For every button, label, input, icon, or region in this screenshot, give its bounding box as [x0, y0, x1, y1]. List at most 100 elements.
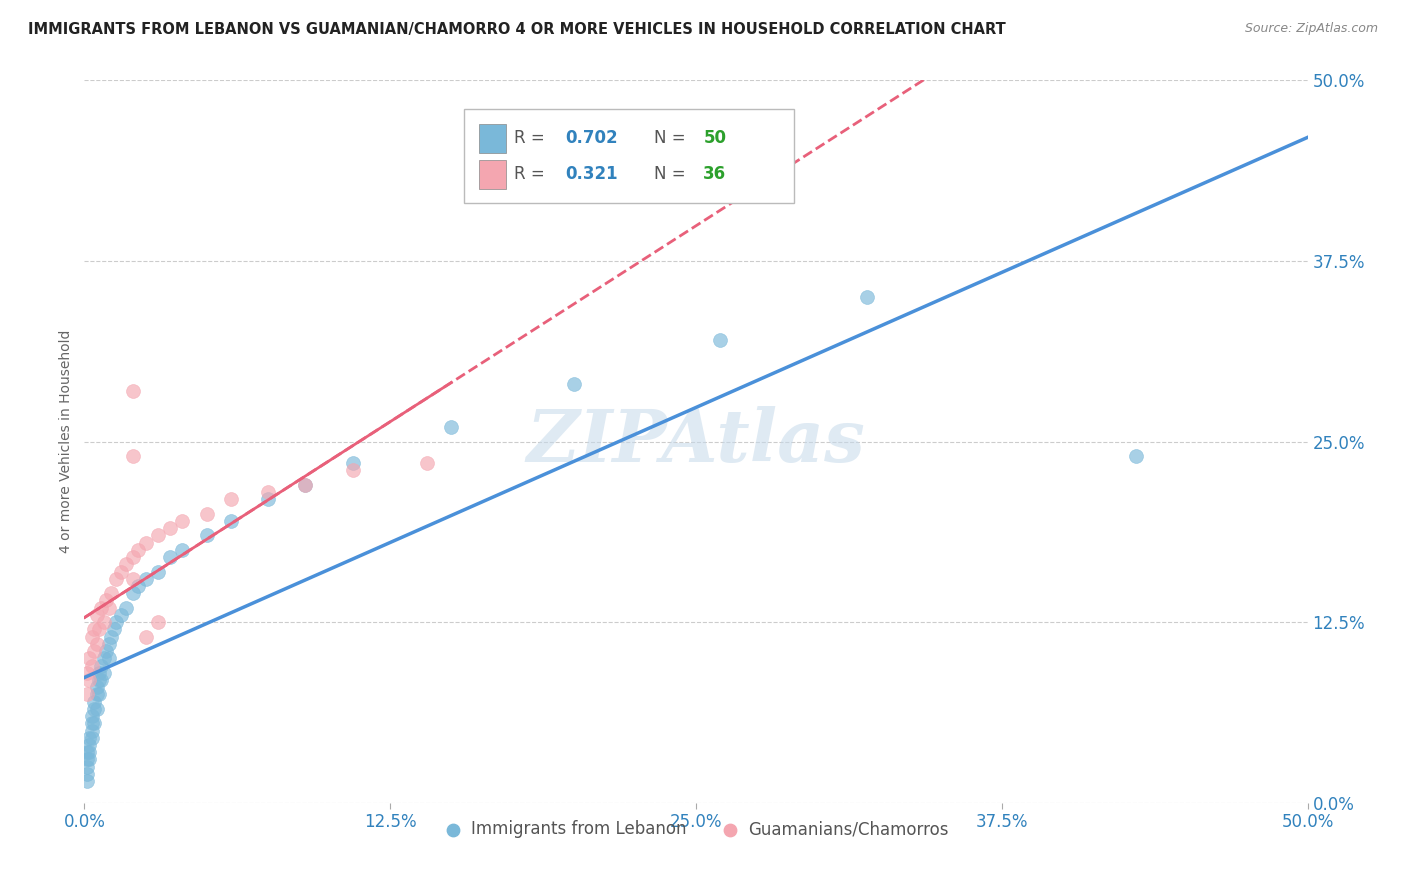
Point: [97, 651, 120, 665]
Point: [77, 673, 100, 687]
Point: [115, 600, 138, 615]
Point: [562, 376, 585, 391]
Point: [90, 673, 112, 687]
Point: [146, 565, 169, 579]
Point: [83, 623, 105, 637]
Point: [257, 492, 280, 507]
Point: [86, 687, 108, 701]
Point: [709, 334, 731, 348]
Point: [135, 535, 157, 549]
Point: [1125, 449, 1147, 463]
Point: [122, 550, 145, 565]
Point: [77, 752, 100, 766]
Point: [80, 709, 103, 723]
Point: [127, 579, 149, 593]
Point: [122, 586, 145, 600]
Point: [97, 637, 120, 651]
Bar: [479, 160, 506, 189]
Point: [127, 542, 149, 557]
Point: [86, 680, 108, 694]
Point: [83, 716, 105, 731]
Point: [100, 630, 122, 644]
Point: [76, 752, 98, 766]
Point: [97, 600, 120, 615]
Point: [172, 542, 194, 557]
Point: [105, 615, 128, 630]
Point: [110, 565, 132, 579]
Point: [87, 623, 110, 637]
Point: [77, 738, 100, 752]
Point: [146, 528, 169, 542]
Bar: [479, 124, 506, 153]
Point: [135, 572, 157, 586]
Point: [83, 702, 105, 716]
Text: R =: R =: [513, 129, 550, 147]
Point: [90, 658, 112, 673]
Point: [100, 586, 122, 600]
Point: [87, 665, 110, 680]
Point: [122, 449, 145, 463]
Point: [83, 644, 105, 658]
Point: [77, 651, 100, 665]
Y-axis label: 4 or more Vehicles in Household: 4 or more Vehicles in Household: [59, 330, 73, 553]
Text: IMMIGRANTS FROM LEBANON VS GUAMANIAN/CHAMORRO 4 OR MORE VEHICLES IN HOUSEHOLD CO: IMMIGRANTS FROM LEBANON VS GUAMANIAN/CHA…: [28, 22, 1005, 37]
Point: [122, 384, 145, 398]
Point: [80, 630, 103, 644]
Text: N =: N =: [654, 165, 692, 183]
Point: [96, 593, 118, 607]
Point: [110, 607, 132, 622]
FancyBboxPatch shape: [464, 109, 794, 203]
Point: [257, 485, 280, 500]
Point: [80, 716, 103, 731]
Point: [76, 745, 98, 759]
Point: [76, 687, 98, 701]
Point: [219, 492, 242, 507]
Text: 36: 36: [703, 165, 727, 183]
Point: [342, 463, 364, 477]
Point: [115, 558, 138, 572]
Point: [93, 615, 115, 630]
Point: [135, 630, 157, 644]
Point: [86, 637, 108, 651]
Point: [77, 731, 100, 745]
Point: [80, 658, 103, 673]
Point: [856, 290, 879, 304]
Point: [87, 687, 110, 701]
Point: [103, 623, 125, 637]
Point: [440, 420, 463, 434]
Point: [93, 665, 115, 680]
Point: [76, 774, 98, 789]
Text: 0.321: 0.321: [565, 165, 617, 183]
Point: [172, 514, 194, 528]
Point: [122, 572, 145, 586]
Point: [342, 456, 364, 470]
Point: [294, 478, 316, 492]
Point: [146, 615, 169, 630]
Point: [294, 478, 316, 492]
Point: [80, 723, 103, 738]
Text: N =: N =: [654, 129, 692, 147]
Point: [86, 607, 108, 622]
Point: [93, 651, 115, 665]
Point: [77, 745, 100, 759]
Point: [80, 731, 103, 745]
Point: [159, 521, 181, 535]
Text: Source: ZipAtlas.com: Source: ZipAtlas.com: [1244, 22, 1378, 36]
Text: ZIPAtlas: ZIPAtlas: [527, 406, 865, 477]
Legend: Immigrants from Lebanon, Guamanians/Chamorros: Immigrants from Lebanon, Guamanians/Cham…: [436, 814, 956, 845]
Point: [195, 528, 218, 542]
Point: [83, 695, 105, 709]
Point: [105, 572, 128, 586]
Point: [76, 767, 98, 781]
Text: R =: R =: [513, 165, 550, 183]
Text: 50: 50: [703, 129, 727, 147]
Point: [90, 600, 112, 615]
Text: 0.702: 0.702: [565, 129, 617, 147]
Point: [416, 456, 439, 470]
Point: [87, 673, 110, 687]
Point: [86, 702, 108, 716]
Point: [195, 507, 218, 521]
Point: [76, 665, 98, 680]
Point: [159, 550, 181, 565]
Point: [219, 514, 242, 528]
